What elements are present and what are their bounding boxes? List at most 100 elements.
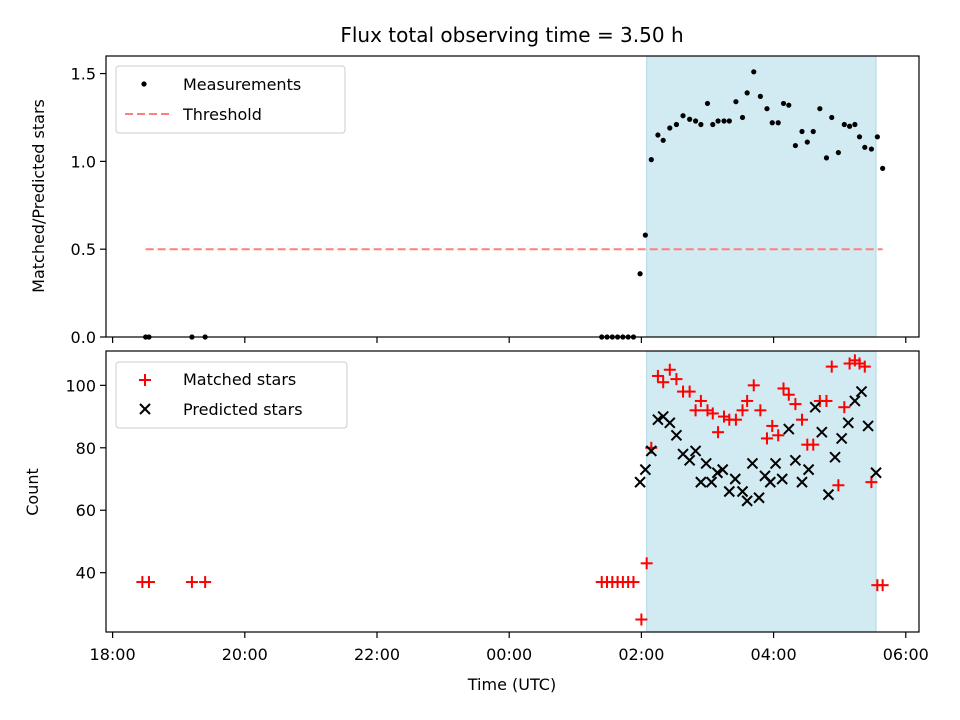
measurement-point [744,90,750,96]
measurement-point [856,134,863,140]
matched-star-point [766,419,779,432]
measurement-point [698,121,704,128]
matched-star-point [657,376,670,389]
x-tick-label: 22:00 [354,645,400,664]
matched-star-point [712,426,725,439]
matched-star-point [185,576,198,589]
matched-star-point [820,394,833,407]
predicted-star-point [652,413,664,426]
x-axis-label: Time (UTC) [467,675,556,694]
predicted-star-point [776,473,788,485]
measurement-point [710,121,716,128]
matched-star-point [729,413,742,426]
measurement-point [804,139,810,145]
predicted-star-point [783,423,795,435]
predicted-star-point [746,457,759,470]
matched-star-point [777,382,790,395]
predicted-star-point [729,473,741,485]
predicted-star-point [736,485,749,498]
predicted-star-point [689,445,702,457]
count-panel: 40 60 80 100 18:00 20:00 22:00 00:00 02:00 04:00… [23,350,929,664]
count-y-axis-label: Count [23,468,42,516]
y-tick-label: 0.0 [71,328,96,347]
measurement-point [715,118,721,124]
predicted-star-point [829,451,841,463]
matched-star-point [706,407,719,420]
predicted-star-point [769,457,782,470]
predicted-star-point [802,463,815,476]
measurement-point [757,93,763,99]
measurement-point [868,146,875,152]
y-tick-label: 1.0 [71,152,96,171]
predicted-star-point [862,420,874,432]
matched-star-point [782,388,795,401]
x-tick-label: 06:00 [883,645,929,664]
measurement-point [862,144,868,150]
y-tick-label: 100 [65,376,96,395]
matched-star-point [838,401,851,414]
measurement-point [775,120,781,126]
matched-star-point [689,404,702,417]
y-tick-label: 60 [76,501,96,520]
predicted-star-point [822,488,835,501]
matched-star-point [694,394,707,407]
predicted-star-point [809,401,821,413]
ratio-legend: Measurements Threshold [115,65,346,134]
predicted-star-point [664,417,676,429]
predicted-star-point [700,457,712,470]
matched-star-point [760,432,773,445]
measurement-point [648,157,654,163]
measurement-point [792,142,798,149]
measurement-point [846,123,853,129]
measurement-point [852,121,858,128]
measurement-point [667,125,673,131]
matched-star-point [789,398,802,411]
measurement-point [726,118,732,124]
matched-star-point [142,576,155,589]
measurement-point [764,106,770,112]
predicted-star-point [741,495,753,507]
measurement-point [799,128,805,135]
measurement-point [739,114,746,121]
predicted-legend-label: Predicted stars [183,400,303,419]
y-tick-label: 1.5 [71,65,96,84]
measurement-point [780,100,787,107]
predicted-star-point [723,485,736,498]
matched-star-point [651,369,664,382]
matched-star-point [663,363,676,376]
measurement-point [829,114,835,121]
measurement-point [835,149,841,156]
matched-star-point [736,404,749,417]
x-tick-label: 02:00 [618,645,664,664]
ratio-panel: 0.0 0.5 1.0 1.5 Matched/Predicted stars Mea… [29,55,920,347]
measurement-point [721,118,727,124]
matched-star-point [635,613,648,626]
measurement-point [733,99,739,105]
measurement-point [786,102,792,108]
x-tick-label: 20:00 [222,645,268,664]
measurement-point [687,116,693,122]
observing-window-shade [646,350,877,633]
predicted-star-point [870,467,882,479]
measurement-point [680,113,686,119]
ratio-y-axis-label: Matched/Predicted stars [29,99,48,293]
measurement-point [810,128,816,135]
predicted-star-point [705,476,718,488]
measurement-point [642,232,648,238]
observing-window-shade [646,55,877,338]
y-tick-label: 40 [76,564,96,583]
predicted-star-point [789,454,802,466]
measurement-point [751,69,757,75]
count-legend: Matched stars Predicted stars [115,361,348,429]
matched-star-point [627,576,640,589]
measurements-legend-label: Measurements [183,75,301,94]
measurement-point [692,118,699,124]
matched-star-point [772,429,785,442]
predicted-star-point [695,476,707,488]
matched-star-point [754,404,767,417]
matched-star-point [199,576,212,589]
matched-star-point [747,379,760,392]
matched-star-point [825,360,838,373]
measurement-point [769,120,775,126]
